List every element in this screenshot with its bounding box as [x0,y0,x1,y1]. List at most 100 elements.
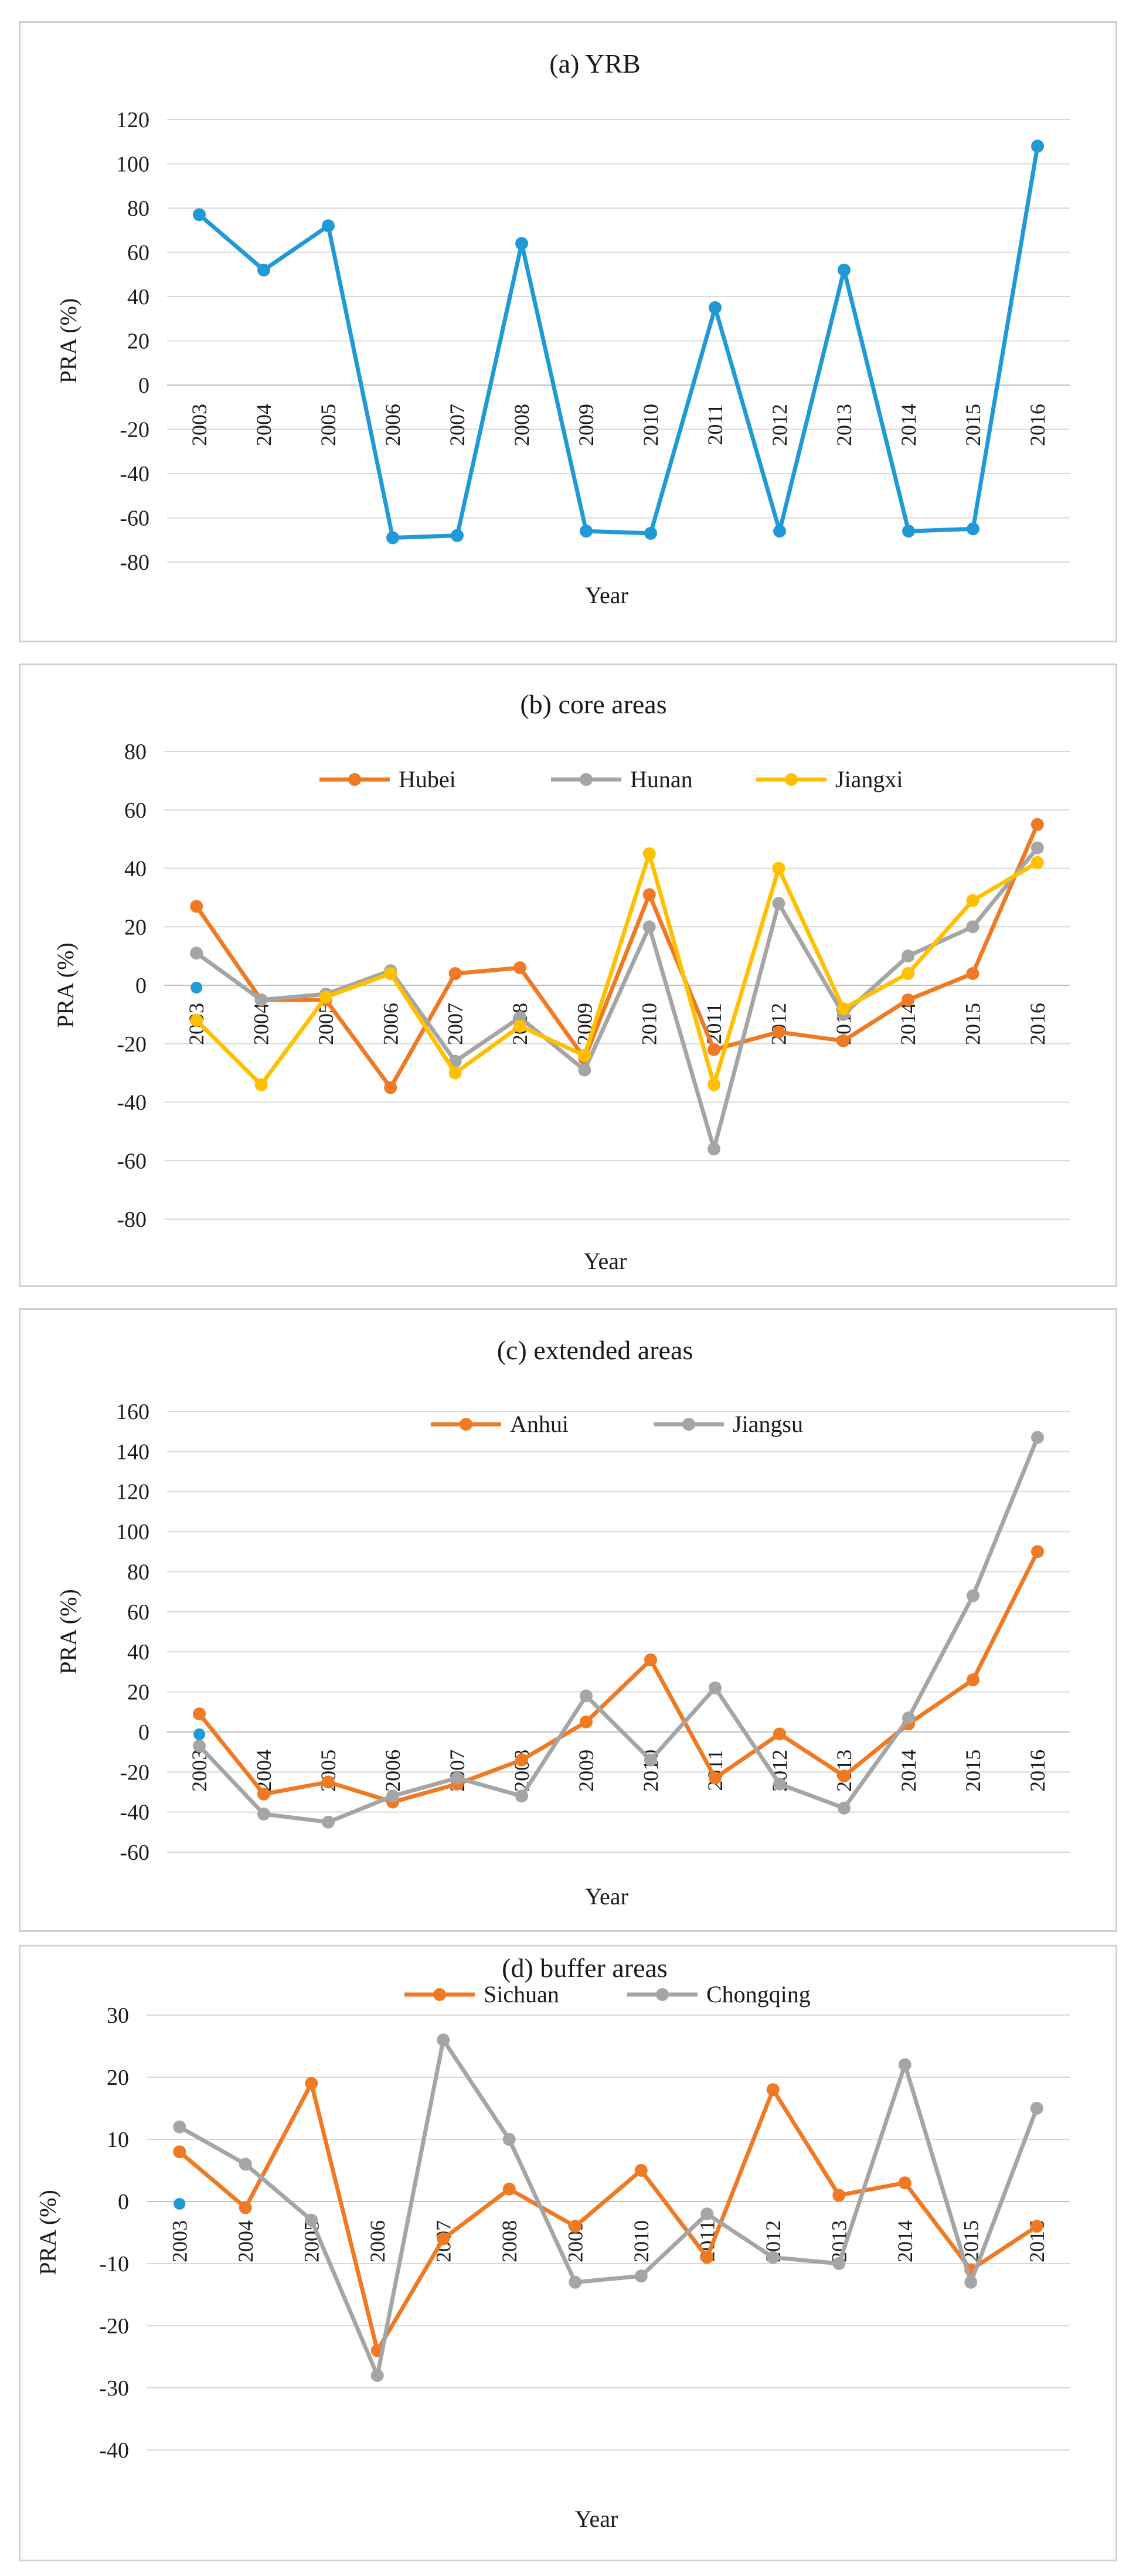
x-tick-label: 2010 [630,2220,653,2262]
y-tick-label: 30 [107,2003,129,2028]
stray-marker [174,2198,186,2210]
data-point-yrb [257,263,270,277]
data-point-yrb [773,525,786,538]
data-point-sichuan [502,2182,516,2196]
x-axis-label: Year [575,2506,618,2532]
x-tick-label: 2014 [897,404,920,446]
data-point-jiangxi [642,847,656,860]
x-tick-label: 2016 [1026,1750,1049,1792]
y-tick-label: -20 [99,2314,129,2339]
legend-swatch-marker [656,1988,669,2001]
y-tick-label: -80 [117,1207,147,1232]
y-axis-label: PRA (%) [52,942,79,1028]
data-point-jiangxi [513,1019,526,1033]
data-point-chongqing [832,2257,846,2270]
y-tick-label: 60 [127,241,149,266]
y-tick-label: 20 [127,1680,149,1705]
x-tick-label: 2006 [381,404,404,446]
stray-marker [191,982,203,993]
data-point-chongqing [370,2369,384,2382]
legend-label: Hunan [630,766,693,792]
x-tick-label: 2007 [445,404,469,446]
data-point-anhui [257,1787,270,1801]
y-tick-label: -20 [120,418,149,443]
data-point-yrb [967,522,979,536]
y-tick-label: -60 [120,506,149,531]
legend-swatch-marker [682,1418,695,1431]
data-point-jiangxi [578,1049,591,1062]
chart-svg-b: -80 -60 -40 -20 0 20 40 60 80 (b) core areas PRA (… [52,689,1070,1274]
data-point-hubei [902,993,915,1006]
data-point-hunan [578,1063,591,1077]
data-point-anhui [967,1673,979,1687]
y-tick-label: 80 [127,196,149,221]
y-tick-label: 80 [127,1560,149,1584]
data-point-anhui [709,1771,722,1785]
y-tick-label: -60 [120,1840,149,1865]
data-point-hubei [190,900,203,913]
data-point-chongqing [634,2269,648,2283]
data-point-jiangxi [772,862,785,875]
data-point-anhui [773,1727,786,1741]
y-tick-label: 0 [135,974,147,998]
y-tick-label: -40 [120,462,149,486]
chart-title: (a) YRB [549,49,640,79]
chart-svg-c: -60 -40 -20 0 20 40 60 80 100 120 140 160 (c) extend… [55,1335,1070,1910]
chart-svg-a: -80 -60 -40 -20 0 20 40 60 80 100 120 (a) YRB PRA (%… [55,49,1070,608]
data-point-anhui [193,1707,206,1721]
y-tick-label: 40 [127,1640,149,1665]
legend-swatch-marker [580,773,593,786]
data-point-yrb [193,208,206,222]
x-tick-label: 2004 [250,1003,273,1045]
data-point-hubei [772,1025,785,1039]
data-point-chongqing [569,2275,582,2289]
x-tick-label: 2005 [317,404,340,446]
y-axis-label: PRA (%) [55,298,81,384]
data-point-hunan [190,947,203,960]
x-tick-label: 2013 [832,404,856,446]
x-axis-label: Year [585,582,628,608]
data-point-jiangsu [709,1681,722,1694]
data-point-jiangsu [902,1711,915,1724]
data-point-hubei [642,888,656,901]
data-point-jiangxi [1030,856,1044,869]
data-point-anhui [838,1769,851,1783]
data-point-sichuan [700,2251,714,2264]
series-line-hubei [194,822,1040,1090]
data-point-hunan [772,897,785,910]
data-point-jiangxi [254,1078,268,1091]
data-point-jiangsu [644,1753,657,1767]
legend-label: Chongqing [706,1981,811,2007]
data-point-hubei [1030,818,1044,831]
y-tick-label: 20 [127,329,149,354]
chart-panel-c: -60 -40 -20 0 20 40 60 80 100 120 140 160 (c) extend… [19,1308,1117,1932]
y-tick-label: 60 [127,1600,149,1625]
y-tick-label: 80 [124,740,147,764]
chart-panel-b: -80 -60 -40 -20 0 20 40 60 80 (b) core areas PRA (… [19,663,1117,1287]
x-axis-label: Year [584,1248,627,1274]
chart-panel-d: -40 -30 -20 -10 0 10 20 30 (d) buffer areas PRA (… [19,1945,1117,2561]
x-tick-label: 2014 [896,1003,920,1045]
x-tick-label: 2004 [234,2220,257,2262]
data-point-chongqing [766,2251,780,2264]
data-point-yrb [644,526,657,540]
x-tick-label: 2012 [768,404,791,446]
x-tick-label: 2016 [1026,404,1049,446]
data-point-yrb [1031,139,1044,153]
x-tick-label: 2007 [444,1003,467,1045]
data-point-hubei [966,967,979,981]
y-tick-label: 40 [124,857,147,882]
data-point-yrb [322,219,335,233]
series-line-chongqing [177,2037,1039,2378]
data-point-chongqing [964,2275,978,2289]
data-point-sichuan [832,2189,846,2202]
chart-title: (b) core areas [520,689,666,719]
data-point-chongqing [502,2133,516,2146]
data-point-chongqing [898,2058,911,2071]
y-tick-label: 20 [124,915,147,940]
data-point-hubei [384,1081,397,1094]
series-line-yrb [197,144,1040,540]
x-tick-label: 2009 [574,404,598,446]
data-point-hunan [1030,841,1044,855]
x-tick-label: 2014 [893,2220,917,2262]
